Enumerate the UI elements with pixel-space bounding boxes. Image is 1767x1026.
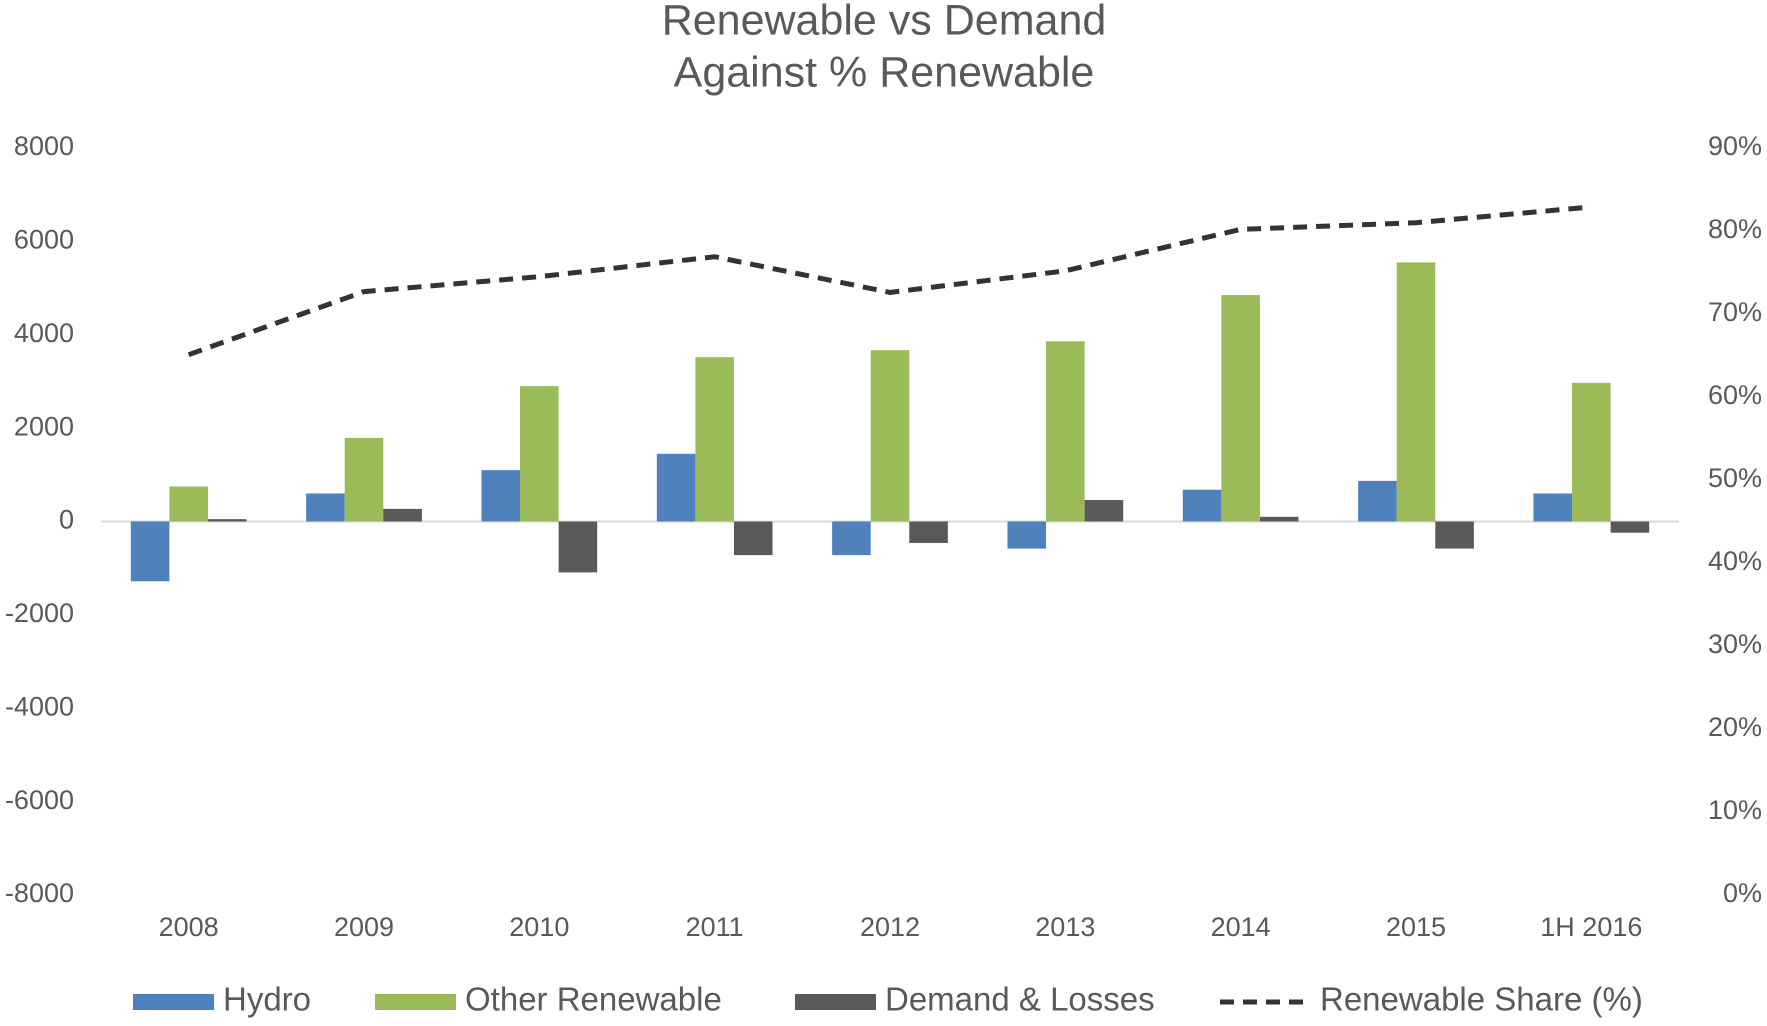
legend-label: Demand & Losses bbox=[885, 981, 1155, 1018]
y-tick-label: -6000 bbox=[5, 785, 74, 815]
bar bbox=[383, 508, 422, 522]
bar bbox=[1007, 521, 1047, 549]
legend-swatch bbox=[133, 994, 214, 1010]
bar bbox=[909, 521, 948, 543]
x-tick-label: 2012 bbox=[860, 912, 920, 942]
y2-tick-label: 80% bbox=[1708, 214, 1762, 244]
bar bbox=[1572, 382, 1611, 522]
y-tick-label: 0 bbox=[59, 505, 74, 535]
y-tick-label: 8000 bbox=[14, 131, 74, 161]
y2-tick-label: 50% bbox=[1708, 463, 1762, 493]
y-tick-label: 2000 bbox=[14, 411, 74, 441]
bar bbox=[733, 521, 773, 556]
chart-title: Renewable vs Demand bbox=[662, 0, 1107, 44]
y2-tick-label: 20% bbox=[1708, 712, 1762, 742]
bar bbox=[344, 437, 384, 522]
bar bbox=[1221, 295, 1260, 522]
bar bbox=[1610, 521, 1650, 533]
bar bbox=[1396, 262, 1436, 522]
chart-subtitle: Against % Renewable bbox=[674, 48, 1095, 96]
legend-label: Other Renewable bbox=[465, 981, 722, 1018]
legend-swatch bbox=[795, 994, 876, 1010]
x-tick-label: 2010 bbox=[509, 912, 569, 942]
bar bbox=[870, 350, 910, 522]
bar bbox=[207, 519, 247, 522]
bar bbox=[558, 521, 598, 573]
bar bbox=[306, 493, 345, 522]
x-tick-label: 2014 bbox=[1211, 912, 1271, 942]
bar bbox=[1533, 493, 1573, 522]
x-tick-label: 2015 bbox=[1386, 912, 1446, 942]
y-tick-label: 4000 bbox=[14, 318, 74, 348]
x-tick-label: 2013 bbox=[1035, 912, 1095, 942]
y2-tick-label: 40% bbox=[1708, 546, 1762, 576]
x-tick-label: 1H 2016 bbox=[1540, 912, 1642, 942]
legend-label: Hydro bbox=[223, 981, 311, 1018]
y2-tick-label: 90% bbox=[1708, 131, 1762, 161]
y-tick-label: -2000 bbox=[5, 598, 74, 628]
bar bbox=[130, 521, 170, 582]
y2-tick-label: 60% bbox=[1708, 380, 1762, 410]
bar bbox=[1046, 341, 1085, 522]
bar bbox=[1084, 500, 1124, 522]
x-tick-label: 2009 bbox=[334, 912, 394, 942]
y2-tick-label: 30% bbox=[1708, 629, 1762, 659]
bar bbox=[656, 453, 696, 522]
y2-tick-label: 70% bbox=[1708, 297, 1762, 327]
y2-tick-label: 10% bbox=[1708, 795, 1762, 825]
line bbox=[187, 204, 1592, 358]
bar bbox=[1435, 521, 1474, 549]
bar bbox=[169, 486, 208, 522]
bar bbox=[520, 386, 559, 522]
y-tick-label: -8000 bbox=[5, 878, 74, 908]
y2-tick-label: 0% bbox=[1723, 878, 1762, 908]
bar bbox=[1182, 489, 1222, 522]
x-tick-label: 2008 bbox=[159, 912, 219, 942]
bar bbox=[481, 470, 521, 522]
bar bbox=[832, 521, 871, 556]
legend-label: Renewable Share (%) bbox=[1320, 981, 1643, 1018]
bar bbox=[695, 357, 734, 522]
bar bbox=[1358, 480, 1397, 522]
y-tick-label: 6000 bbox=[14, 225, 74, 255]
bar bbox=[1259, 516, 1299, 522]
legend-swatch bbox=[375, 994, 456, 1010]
x-tick-label: 2011 bbox=[686, 912, 744, 942]
y-tick-label: -4000 bbox=[5, 691, 74, 721]
